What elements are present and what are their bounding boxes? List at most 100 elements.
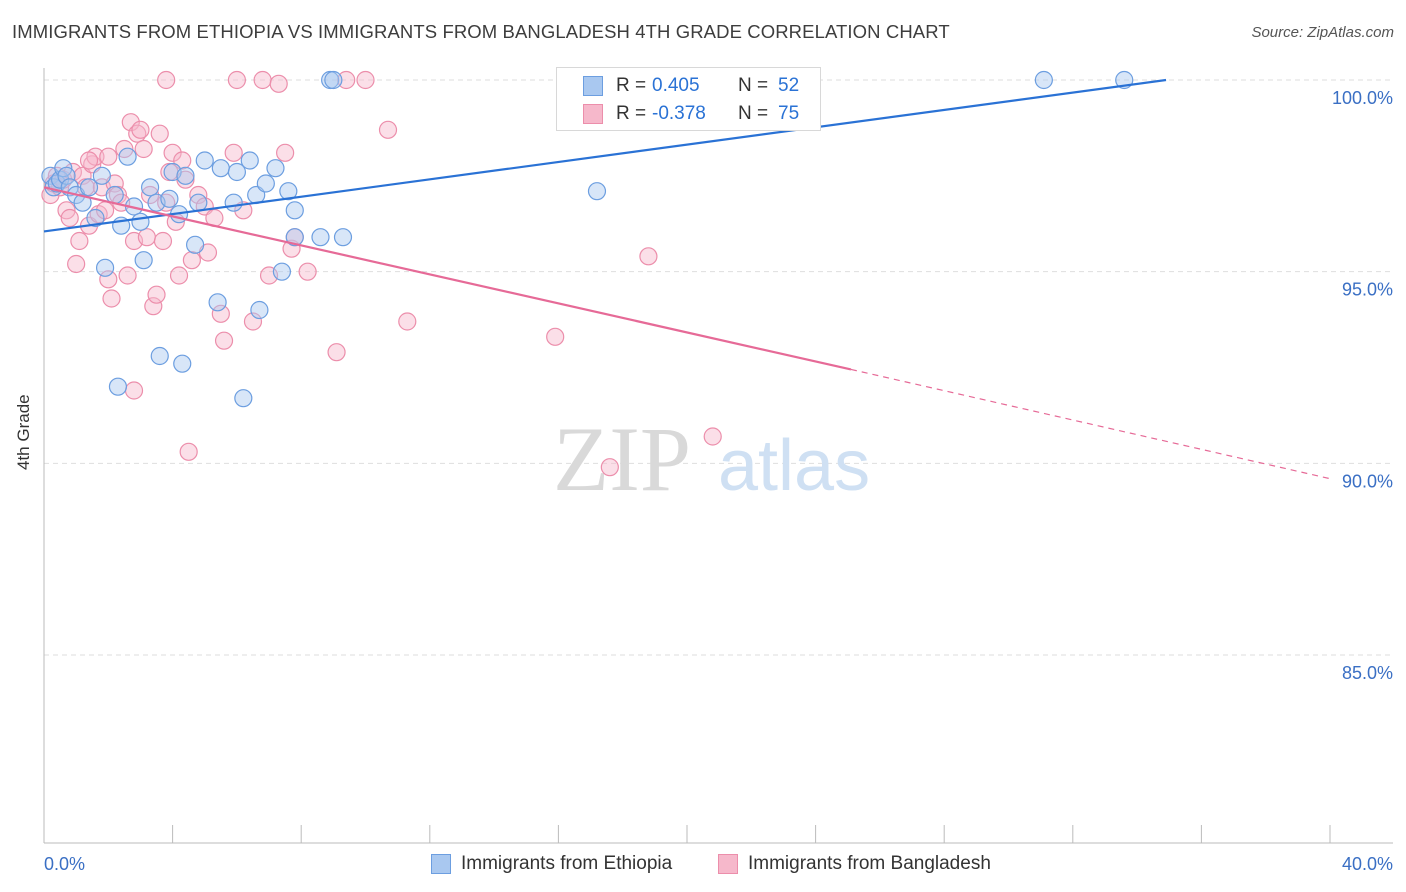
blue-point	[311, 228, 330, 247]
blue-point	[587, 182, 607, 201]
pink-point	[99, 147, 118, 166]
trend-lines	[43, 78, 1331, 480]
pink-point	[600, 458, 619, 477]
pink-point	[169, 266, 189, 285]
blue-point	[333, 228, 353, 247]
pink-trend-extension	[850, 368, 1331, 480]
pink-point	[189, 185, 208, 205]
pink-point	[147, 285, 166, 304]
axes	[43, 68, 1393, 844]
pink-point	[121, 113, 140, 132]
r-label: R =	[616, 75, 647, 96]
blue-point	[234, 389, 253, 408]
blue-point	[79, 178, 99, 197]
stats-legend: R = 0.405 N = 52 R = -0.378 N = 75	[556, 67, 821, 131]
blue-swatch	[431, 854, 451, 874]
blue-point	[250, 300, 269, 320]
blue-point	[173, 354, 192, 373]
blue-point	[266, 159, 285, 178]
blue-point	[86, 208, 105, 228]
n-label: N =	[738, 103, 769, 124]
pink-point	[356, 70, 375, 90]
pink-point	[124, 381, 144, 400]
pink-point	[163, 143, 182, 162]
pink-point	[269, 74, 288, 93]
pink-point	[131, 120, 150, 139]
n-label: N =	[738, 75, 769, 96]
pink-point	[179, 442, 198, 461]
blue-point	[131, 212, 150, 231]
pink-point	[214, 331, 234, 350]
bangladesh-points	[41, 70, 722, 477]
blue-point	[92, 166, 111, 185]
blue-point	[227, 162, 246, 182]
source-label: Source: ZipAtlas.com	[1251, 24, 1394, 41]
blue-point	[224, 193, 243, 212]
pink-point	[546, 327, 565, 346]
blue-point	[118, 147, 137, 166]
blue-point	[211, 159, 230, 178]
pink-point	[99, 270, 118, 289]
pink-point	[227, 70, 246, 90]
legend-row-ethiopia: R = 0.405 N = 52	[583, 74, 799, 98]
blue-point	[73, 193, 92, 212]
blue-point	[189, 193, 208, 212]
pink-point	[102, 289, 121, 308]
blue-trend-line	[43, 78, 1167, 233]
blue-point	[108, 377, 128, 396]
blue-swatch	[583, 76, 603, 96]
watermark-atlas: atlas	[718, 426, 870, 506]
pink-point	[211, 304, 230, 323]
pink-point	[70, 231, 89, 251]
pink-point	[60, 208, 79, 228]
pink-point	[253, 70, 272, 90]
pink-swatch	[718, 854, 738, 874]
blue-point	[256, 174, 275, 193]
legend-label-bangladesh: Immigrants from Bangladesh	[748, 853, 991, 874]
pink-point	[276, 143, 295, 162]
legend-label-ethiopia: Immigrants from Ethiopia	[461, 853, 673, 874]
pink-point	[182, 251, 201, 270]
pink-point	[703, 427, 722, 446]
watermark: ZIP atlas	[553, 408, 870, 510]
blue-point	[140, 178, 160, 197]
pink-point	[144, 297, 163, 316]
blue-point	[186, 235, 205, 254]
blue-point	[176, 166, 195, 185]
blue-point	[208, 293, 227, 312]
pink-point	[150, 124, 169, 143]
x-tick-labels: 0.0% 40.0%	[44, 854, 1393, 874]
blue-point	[95, 258, 115, 277]
blue-point	[272, 262, 292, 281]
r-label: R =	[616, 103, 647, 124]
pink-point	[157, 70, 176, 90]
legend-row-bangladesh: R = -0.378 N = 75	[583, 102, 799, 126]
blue-point	[285, 228, 304, 247]
blue-point	[150, 346, 169, 366]
legend-item-bangladesh[interactable]: Immigrants from Bangladesh	[718, 853, 991, 875]
pink-point	[327, 343, 346, 362]
blue-point	[134, 251, 153, 270]
pink-point	[153, 231, 173, 251]
r-value-bangladesh: -0.378	[652, 103, 706, 124]
blue-point	[285, 201, 304, 220]
pink-point	[118, 266, 137, 285]
pink-point	[398, 312, 417, 331]
r-value-ethiopia: 0.405	[652, 75, 700, 96]
pink-point	[378, 120, 398, 139]
blue-point	[279, 182, 298, 201]
legend-item-ethiopia[interactable]: Immigrants from Ethiopia	[431, 853, 672, 875]
pink-point	[79, 151, 99, 170]
watermark-zip: ZIP	[553, 408, 691, 510]
x-tick-label-min: 0.0%	[44, 854, 85, 874]
pink-point	[134, 139, 153, 159]
pink-point	[337, 70, 356, 90]
pink-trend-line	[43, 186, 852, 371]
pink-point	[224, 143, 243, 162]
x-tick-label-max: 40.0%	[1342, 854, 1393, 874]
n-value-bangladesh: 75	[778, 103, 800, 124]
y-tick-label: 95.0%	[1342, 280, 1393, 300]
pink-point	[137, 228, 156, 247]
pink-point	[243, 312, 263, 331]
